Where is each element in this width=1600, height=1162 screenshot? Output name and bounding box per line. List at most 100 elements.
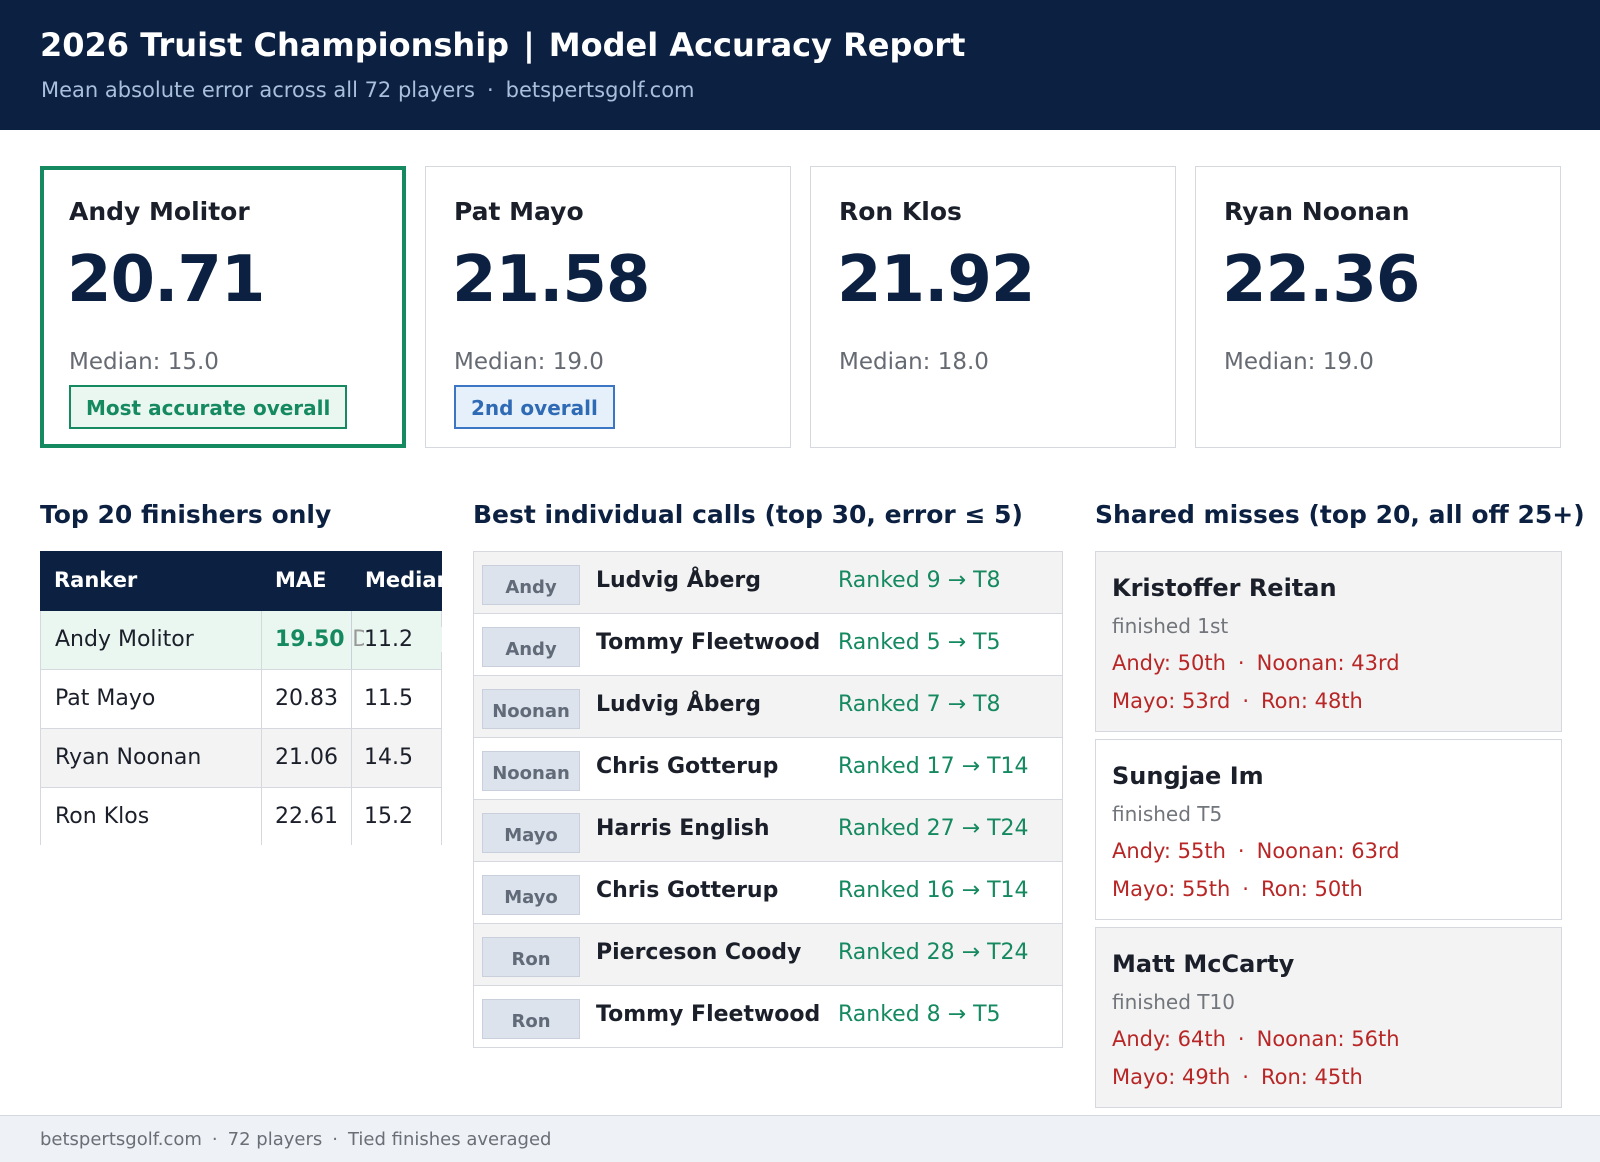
- subtitle-site: betspertsgolf.com: [505, 78, 695, 102]
- misses-section-title: Shared misses (top 20, all off 25+): [1095, 500, 1585, 529]
- footer-site: betspertsgolf.com: [40, 1129, 202, 1150]
- list-item: Andy Ludvig Åberg Ranked 9 → T8: [474, 552, 1062, 614]
- player-name: Tommy Fleetwood: [596, 1002, 821, 1027]
- separator-dot: ·: [1237, 651, 1245, 675]
- top20-table: Ranker MAE Median Andy Molitor 19.50 D 1…: [40, 551, 442, 845]
- best-calls-list: Andy Ludvig Åberg Ranked 9 → T8 Andy Tom…: [473, 551, 1063, 1048]
- card-mae-score: 21.58: [452, 243, 650, 317]
- rank-result: Ranked 27 → T24: [838, 816, 1029, 841]
- column-header-median: Median: [365, 568, 442, 592]
- andy-rank: Andy: 55th: [1112, 839, 1226, 863]
- card-mae-score: 22.36: [1222, 243, 1420, 317]
- noonan-rank: Noonan: 63rd: [1256, 839, 1400, 863]
- separator-dot: ·: [1242, 877, 1249, 901]
- andy-rank: Andy: 64th: [1112, 1027, 1226, 1051]
- miss-player-name: Kristoffer Reitan: [1112, 574, 1337, 602]
- player-name: Chris Gotterup: [596, 878, 779, 903]
- table-row: Andy Molitor 19.50 D 11.2: [40, 611, 442, 670]
- miss-rank-line: Mayo: 49th · Ron: 45th: [1112, 1065, 1363, 1089]
- title-separator: |: [523, 26, 535, 64]
- andy-rank: Andy: 50th: [1112, 651, 1226, 675]
- column-header-ranker: Ranker: [54, 568, 138, 592]
- top20-section-title: Top 20 finishers only: [40, 500, 332, 529]
- report-name: Model Accuracy Report: [548, 26, 966, 64]
- list-item: Mayo Harris English Ranked 27 → T24: [474, 800, 1062, 862]
- mae-cell: 20.83: [275, 686, 338, 711]
- rank-result: Ranked 8 → T5: [838, 1002, 1001, 1027]
- miss-rank-line: Andy: 64th · Noonan: 56th: [1112, 1027, 1400, 1051]
- table-row: Ryan Noonan 21.06 14.5: [40, 729, 442, 788]
- card-median: Median: 19.0: [454, 349, 604, 375]
- miss-card: Sungjae Im finished T5 Andy: 55th · Noonan…: [1095, 739, 1562, 920]
- miss-card: Kristoffer Reitan finished 1st Andy: 50t…: [1095, 551, 1562, 732]
- subtitle-separator: ·: [486, 78, 494, 102]
- report-subtitle: Mean absolute error across all 72 player…: [41, 78, 695, 102]
- separator-dot: ·: [1237, 1027, 1245, 1051]
- score-card-andy: Andy Molitor 20.71 Median: 15.0 Most acc…: [40, 166, 406, 448]
- report-header: 2026 Truist Championship | Model Accuracy …: [0, 0, 1600, 130]
- list-item: Andy Tommy Fleetwood Ranked 5 → T5: [474, 614, 1062, 676]
- report-footer: betspertsgolf.com · 72 players · Tied finish…: [0, 1115, 1600, 1162]
- mayo-rank: Mayo: 49th: [1112, 1065, 1231, 1089]
- score-card-ron: Ron Klos 21.92 Median: 18.0: [810, 166, 1176, 448]
- list-item: Ron Pierceson Coody Ranked 28 → T24: [474, 924, 1062, 986]
- miss-rank-line: Mayo: 55th · Ron: 50th: [1112, 877, 1363, 901]
- separator-dot: ·: [1242, 689, 1250, 713]
- card-median: Median: 19.0: [1224, 349, 1374, 375]
- separator-dot: ·: [1242, 1065, 1249, 1089]
- card-ranker-name: Andy Molitor: [69, 197, 250, 226]
- card-ranker-name: Pat Mayo: [454, 197, 584, 226]
- ron-rank: Ron: 50th: [1260, 877, 1363, 901]
- list-item: Noonan Ludvig Åberg Ranked 7 → T8: [474, 676, 1062, 738]
- card-median: Median: 18.0: [839, 349, 989, 375]
- median-cell: 15.2: [364, 804, 413, 829]
- ranker-cell: Pat Mayo: [55, 686, 156, 711]
- ron-rank: Ron: 48th: [1261, 689, 1363, 713]
- event-name: 2026 Truist Championship: [40, 26, 510, 64]
- list-item: Mayo Chris Gotterup Ranked 16 → T14: [474, 862, 1062, 924]
- miss-rank-line: Andy: 55th · Noonan: 63rd: [1112, 839, 1400, 863]
- player-name: Harris English: [596, 816, 770, 841]
- median-cell: 14.5: [364, 745, 413, 770]
- mae-cell: 22.61: [275, 804, 338, 829]
- mae-cell: 21.06: [275, 745, 338, 770]
- card-median: Median: 15.0: [69, 349, 219, 375]
- ranker-tag: Ron: [482, 999, 580, 1039]
- footer-note: Tied finishes averaged: [347, 1129, 552, 1150]
- ranker-tag: Noonan: [482, 751, 580, 791]
- calls-section-title: Best individual calls (top 30, error ≤ 5…: [473, 500, 1023, 529]
- footer-text: betspertsgolf.com · 72 players · Tied finish…: [40, 1129, 551, 1150]
- mayo-rank: Mayo: 53rd: [1112, 689, 1231, 713]
- report-title: 2026 Truist Championship | Model Accuracy …: [40, 26, 965, 64]
- ranker-tag: Andy: [482, 565, 580, 605]
- ranker-tag: Mayo: [482, 875, 580, 915]
- rank-result: Ranked 17 → T14: [838, 754, 1029, 779]
- player-name: Tommy Fleetwood: [596, 630, 821, 655]
- table-header-row: Ranker MAE Median: [40, 551, 442, 611]
- ranker-tag: Ron: [482, 937, 580, 977]
- rank-result: Ranked 9 → T8: [838, 568, 1001, 593]
- list-item: Ron Tommy Fleetwood Ranked 8 → T5: [474, 986, 1062, 1048]
- table-row: Ron Klos 22.61 15.2: [40, 788, 442, 845]
- ranker-cell: Andy Molitor: [55, 627, 194, 652]
- score-card-mayo: Pat Mayo 21.58 Median: 19.0 2nd overall: [425, 166, 791, 448]
- list-item: Noonan Chris Gotterup Ranked 17 → T14: [474, 738, 1062, 800]
- most-accurate-badge: Most accurate overall: [69, 385, 348, 429]
- median-cell: 11.2: [364, 627, 442, 652]
- noonan-rank: Noonan: 43rd: [1256, 651, 1400, 675]
- ranker-cell: Ryan Noonan: [55, 745, 202, 770]
- separator-dot: ·: [332, 1129, 338, 1150]
- miss-finish: finished T10: [1112, 990, 1235, 1014]
- separator-dot: ·: [211, 1129, 218, 1150]
- player-name: Pierceson Coody: [596, 940, 802, 965]
- miss-finish: finished T5: [1112, 802, 1223, 826]
- second-overall-badge: 2nd overall: [454, 385, 615, 429]
- footer-players: 72 players: [227, 1129, 323, 1150]
- separator-dot: ·: [1237, 839, 1245, 863]
- noonan-rank: Noonan: 56th: [1256, 1027, 1400, 1051]
- rank-result: Ranked 5 → T5: [838, 630, 1001, 655]
- player-name: Ludvig Åberg: [596, 568, 762, 593]
- miss-player-name: Matt McCarty: [1112, 950, 1295, 978]
- card-ranker-name: Ryan Noonan: [1224, 197, 1410, 226]
- mayo-rank: Mayo: 55th: [1112, 877, 1231, 901]
